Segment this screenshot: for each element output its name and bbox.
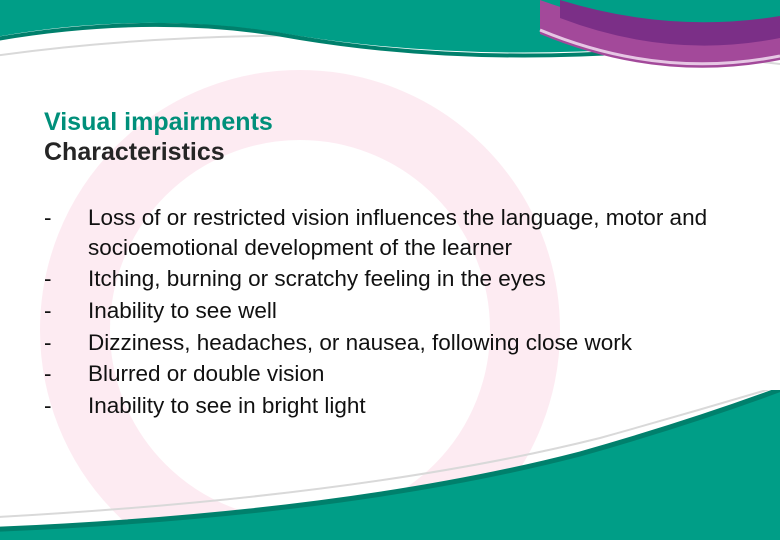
bullet-text: Blurred or double vision [88,359,740,389]
list-item: - Loss of or restricted vision influence… [44,203,740,262]
bullet-list: - Loss of or restricted vision influence… [44,203,740,421]
list-item: - Itching, burning or scratchy feeling i… [44,264,740,294]
bullet-marker: - [44,296,88,326]
bullet-text: Dizziness, headaches, or nausea, followi… [88,328,740,358]
bullet-marker: - [44,264,88,294]
list-item: - Inability to see well [44,296,740,326]
bullet-text: Inability to see in bright light [88,391,740,421]
bullet-text: Loss of or restricted vision influences … [88,203,740,262]
bullet-marker: - [44,328,88,358]
bullet-text: Itching, burning or scratchy feeling in … [88,264,740,294]
bullet-marker: - [44,391,88,421]
top-curve-svg [0,0,780,90]
bullet-text: Inability to see well [88,296,740,326]
list-item: - Blurred or double vision [44,359,740,389]
top-decorative-band [0,0,780,90]
slide-title-line2: Characteristics [44,138,740,168]
slide-content: Visual impairments Characteristics - Los… [44,108,740,423]
list-item: - Dizziness, headaches, or nausea, follo… [44,328,740,358]
list-item: - Inability to see in bright light [44,391,740,421]
bullet-marker: - [44,203,88,233]
bullet-marker: - [44,359,88,389]
slide-title-line1: Visual impairments [44,108,740,138]
